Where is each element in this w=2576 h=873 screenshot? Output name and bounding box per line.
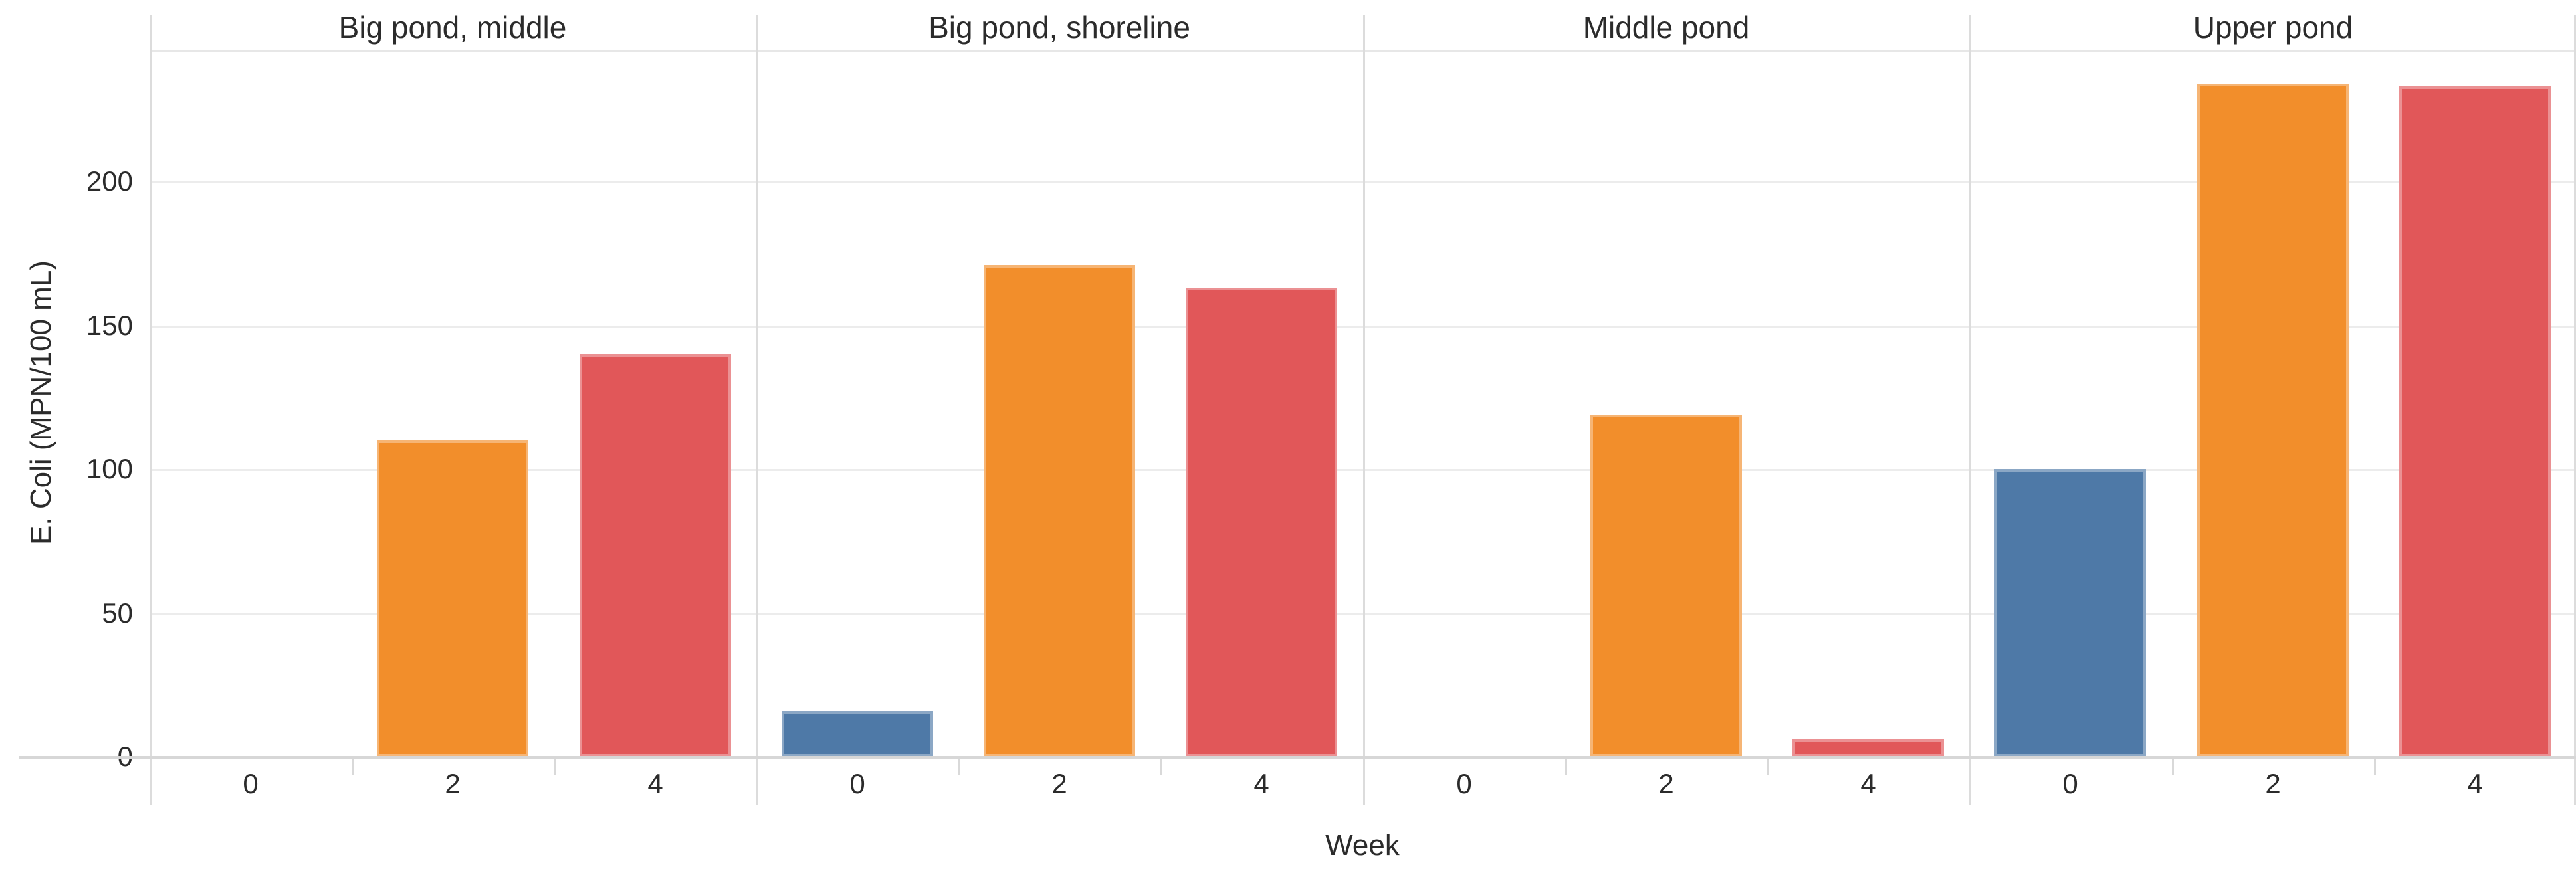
bar [1590, 415, 1742, 757]
gridline [150, 613, 2576, 615]
bar [984, 265, 1135, 757]
panel-separator [1363, 15, 1365, 805]
panel-separator [756, 15, 758, 805]
x-tick-label: 2 [2265, 768, 2281, 799]
panel-title: Big pond, middle [338, 10, 567, 45]
x-axis-minor-tick [1160, 759, 1162, 775]
gridline [150, 181, 2576, 183]
x-tick-label: 4 [1253, 768, 1269, 799]
x-tick-label: 2 [445, 768, 461, 799]
gridline [150, 469, 2576, 471]
x-tick-label: 2 [1051, 768, 1067, 799]
x-tick-label: 0 [1456, 768, 1472, 799]
x-tick-label: 0 [243, 768, 259, 799]
panel-title: Big pond, shoreline [928, 10, 1190, 45]
bar [1792, 739, 1944, 757]
y-tick-label: 150 [86, 310, 133, 341]
bar [1186, 288, 1337, 757]
panel-top-border [150, 50, 2576, 52]
x-tick-label: 4 [2467, 768, 2483, 799]
y-axis-line [150, 15, 152, 805]
x-axis-minor-tick [1767, 759, 1769, 775]
x-axis-minor-tick [554, 759, 556, 775]
panel-separator [2574, 15, 2576, 805]
bar [2399, 86, 2551, 757]
gridline [150, 326, 2576, 328]
bar [377, 440, 528, 757]
bar [1994, 469, 2146, 757]
panel-title: Upper pond [2193, 10, 2353, 45]
bar [782, 711, 933, 757]
panel-separator [1969, 15, 1971, 805]
x-axis-minor-tick [958, 759, 960, 775]
x-tick-label: 2 [1658, 768, 1674, 799]
y-tick-label: 200 [86, 165, 133, 197]
x-tick-label: 4 [647, 768, 663, 799]
x-axis-minor-tick [2374, 759, 2376, 775]
x-axis-minor-tick [2172, 759, 2174, 775]
x-axis-minor-tick [352, 759, 354, 775]
bar [580, 354, 731, 757]
x-tick-label: 0 [849, 768, 865, 799]
x-tick-label: 0 [2062, 768, 2078, 799]
x-tick-label: 4 [1860, 768, 1876, 799]
x-axis-line [19, 756, 2576, 759]
panel-title: Middle pond [1582, 10, 1750, 45]
y-tick-label: 100 [86, 453, 133, 484]
x-axis-minor-tick [1565, 759, 1567, 775]
y-tick-label: 50 [102, 597, 133, 629]
bar [2197, 84, 2349, 757]
x-axis-title: Week [1325, 829, 1400, 862]
